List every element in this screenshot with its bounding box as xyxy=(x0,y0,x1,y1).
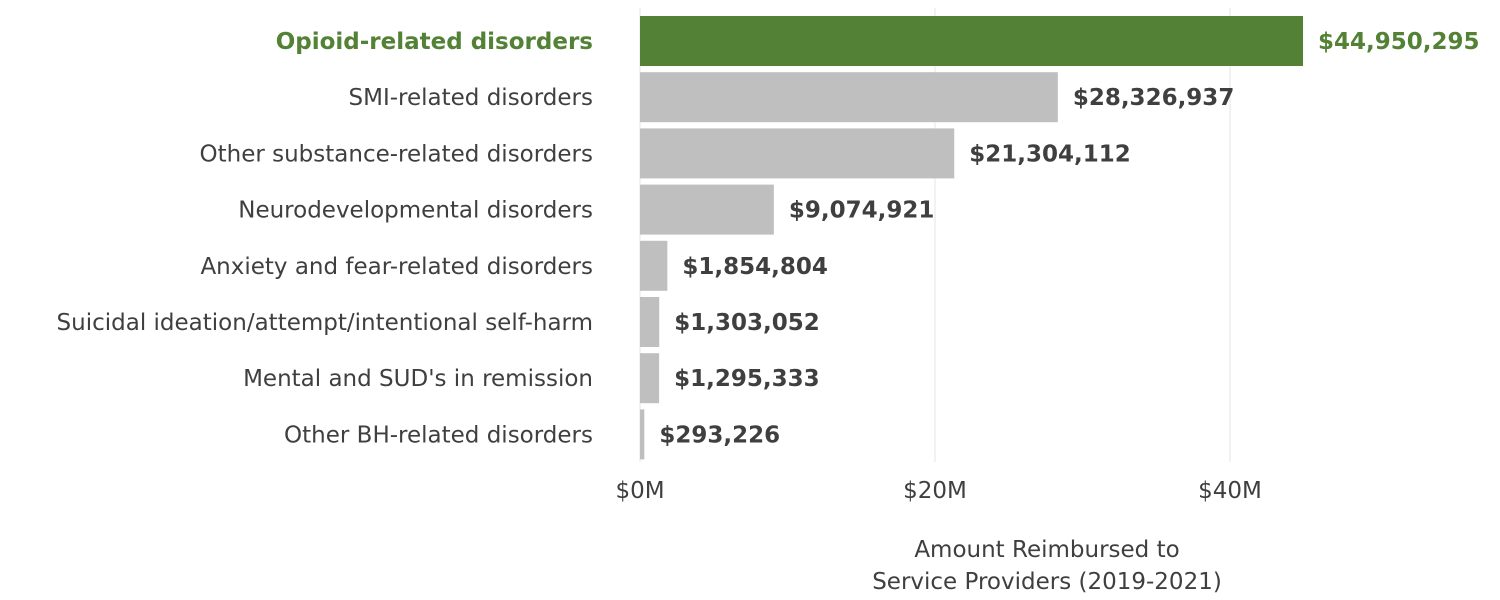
x-axis-title-line-1: Service Providers (2019-2021) xyxy=(872,569,1222,595)
bars xyxy=(640,16,1304,460)
bar-1 xyxy=(640,72,1058,123)
category-label-0: Opioid-related disorders xyxy=(276,29,593,55)
value-label-7: $293,226 xyxy=(659,422,780,448)
category-label-5: Suicidal ideation/attempt/intentional se… xyxy=(57,310,593,336)
category-label-2: Other substance-related disorders xyxy=(200,141,594,167)
bar-2 xyxy=(640,128,955,179)
value-label-6: $1,295,333 xyxy=(674,366,820,392)
value-label-1: $28,326,937 xyxy=(1073,85,1235,111)
category-label-3: Neurodevelopmental disorders xyxy=(238,198,593,224)
category-label-7: Other BH-related disorders xyxy=(284,422,593,448)
category-labels: Opioid-related disorders SMI-related diso… xyxy=(57,29,593,448)
value-label-4: $1,854,804 xyxy=(682,254,828,280)
value-label-3: $9,074,921 xyxy=(789,198,935,224)
bar-4 xyxy=(640,240,668,291)
x-tick-label-1: $20M xyxy=(903,478,967,504)
x-axis-title: Amount Reimbursed to Service Providers (2… xyxy=(872,537,1222,595)
category-label-1: SMI-related disorders xyxy=(349,85,593,111)
x-tick-label-2: $40M xyxy=(1198,478,1262,504)
bar-3 xyxy=(640,184,774,235)
value-label-0: $44,950,295 xyxy=(1318,29,1480,55)
x-axis-tick-labels: $0M $20M $40M xyxy=(615,478,1261,504)
bar-7 xyxy=(640,409,645,460)
x-axis-title-line-0: Amount Reimbursed to xyxy=(914,537,1179,563)
category-label-4: Anxiety and fear-related disorders xyxy=(200,254,593,280)
bar-5 xyxy=(640,297,660,347)
bar-6 xyxy=(640,353,660,404)
value-label-2: $21,304,112 xyxy=(969,141,1131,167)
x-tick-label-0: $0M xyxy=(615,478,664,504)
category-label-6: Mental and SUD's in remission xyxy=(243,366,593,392)
value-labels: $44,950,295 $28,326,937 $21,304,112 $9,074,… xyxy=(659,29,1479,448)
bar-0 xyxy=(640,16,1304,66)
value-label-5: $1,303,052 xyxy=(674,310,820,336)
